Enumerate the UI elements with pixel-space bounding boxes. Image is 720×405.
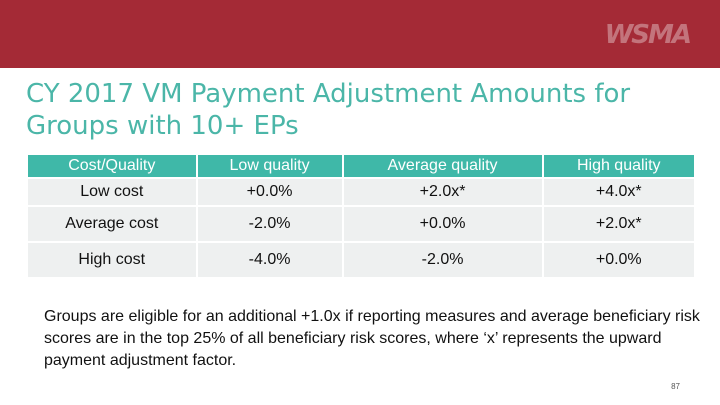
table-cell: -4.0%	[197, 243, 342, 277]
table-cell: +0.0%	[197, 179, 342, 205]
column-header: Cost/Quality	[28, 155, 196, 177]
column-header: Low quality	[197, 155, 342, 177]
column-header: High quality	[543, 155, 694, 177]
table-cell: -2.0%	[343, 243, 542, 277]
table-cell: +2.0x*	[543, 207, 694, 241]
table-cell: +0.0%	[543, 243, 694, 277]
table-row: High cost -4.0% -2.0% +0.0%	[28, 243, 694, 277]
column-header: Average quality	[343, 155, 542, 177]
table-row: Low cost +0.0% +2.0x* +4.0x*	[28, 179, 694, 205]
table-cell: -2.0%	[197, 207, 342, 241]
table-cell: +0.0%	[343, 207, 542, 241]
table-header-row: Cost/Quality Low quality Average quality…	[28, 155, 694, 177]
table-cell: +4.0x*	[543, 179, 694, 205]
row-label: High cost	[28, 243, 196, 277]
page-number: 87	[671, 382, 680, 391]
table-row: Average cost -2.0% +0.0% +2.0x*	[28, 207, 694, 241]
row-label: Average cost	[28, 207, 196, 241]
eligibility-note: Groups are eligible for an additional +1…	[44, 308, 700, 369]
slide-title: CY 2017 VM Payment Adjustment Amounts fo…	[26, 79, 631, 141]
row-label: Low cost	[28, 179, 196, 205]
adjustment-table: Cost/Quality Low quality Average quality…	[26, 153, 696, 279]
header-banner: WSMA	[0, 0, 720, 68]
wsma-logo: WSMA	[604, 20, 692, 50]
table-cell: +2.0x*	[343, 179, 542, 205]
